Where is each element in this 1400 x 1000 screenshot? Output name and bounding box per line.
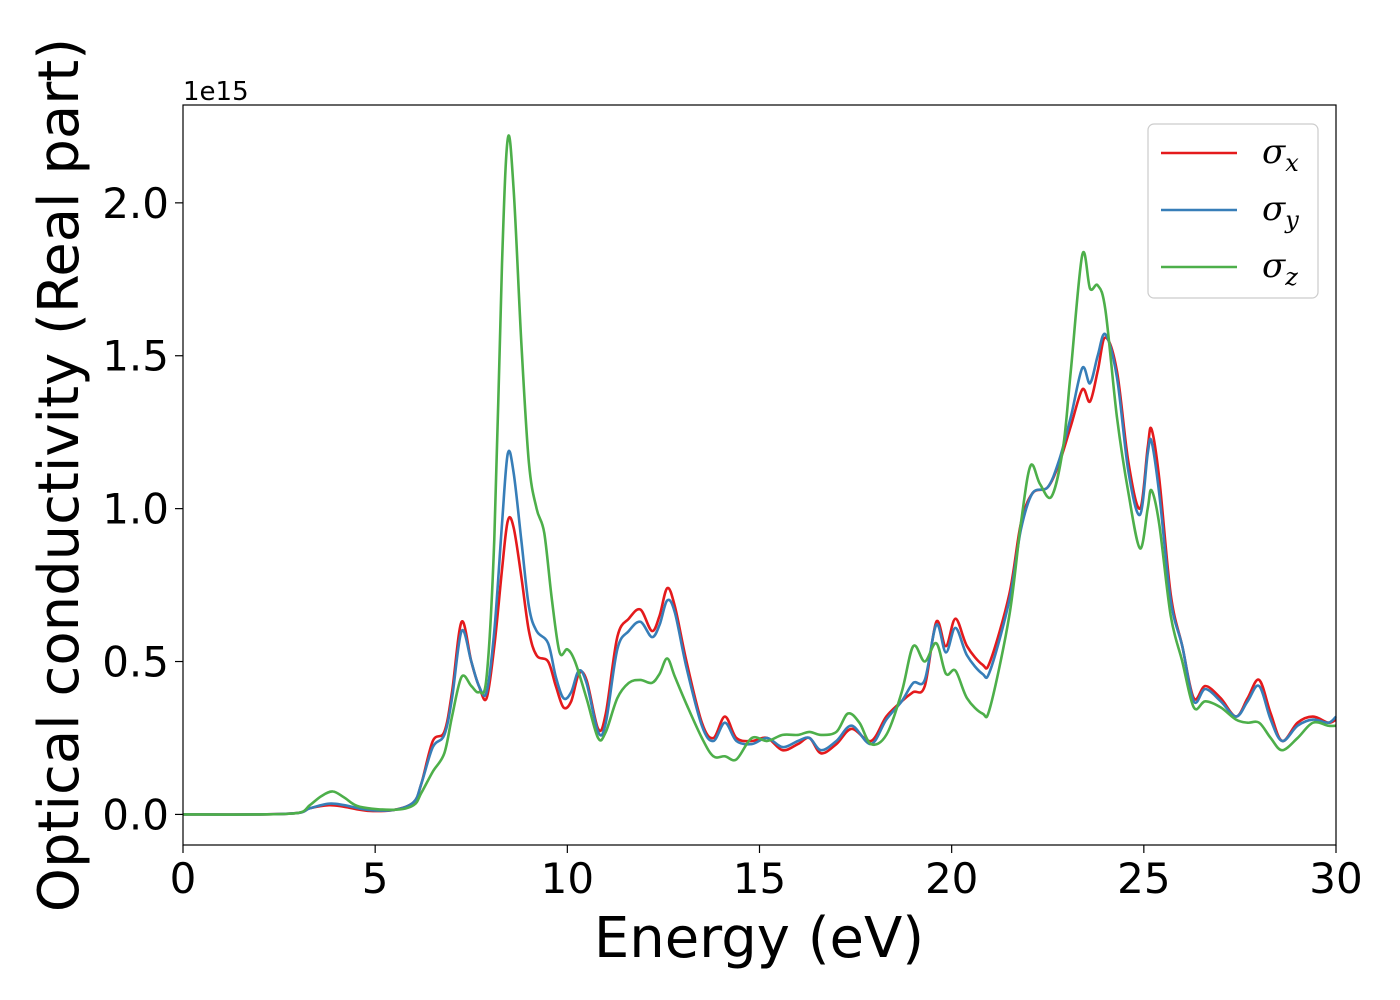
y-tick-label: 0.5: [102, 638, 169, 687]
x-tick-label: 20: [925, 854, 978, 903]
x-axis-ticks: 0 5 10 15 20 25 30: [170, 845, 1363, 903]
legend-label-z: σz: [1262, 246, 1298, 291]
series-layer: [182, 134, 1337, 816]
y-offset-label: 1e15: [183, 77, 249, 107]
y-tick-label: 1.5: [102, 332, 169, 381]
x-tick-label: 5: [362, 854, 389, 903]
x-tick-label: 15: [733, 854, 786, 903]
y-tick-label: 1.0: [102, 485, 169, 534]
legend-label-y: σy: [1262, 189, 1299, 234]
x-axis-title: Energy (eV): [594, 906, 924, 971]
legend-subscript: z: [1284, 263, 1298, 291]
legend-label-x: σx: [1262, 132, 1299, 177]
legend-subscript: x: [1285, 149, 1299, 177]
y-axis-ticks: 0.0 0.5 1.0 1.5 2.0: [102, 179, 183, 839]
legend-symbol: σ: [1262, 189, 1286, 229]
x-tick-label: 30: [1309, 854, 1362, 903]
x-tick-label: 0: [170, 854, 197, 903]
x-tick-label: 25: [1117, 854, 1170, 903]
y-tick-label: 0.0: [102, 790, 169, 839]
x-tick-label: 10: [541, 854, 594, 903]
y-tick-label: 2.0: [102, 179, 169, 228]
legend-subscript: y: [1284, 206, 1299, 234]
series-line-z: [182, 134, 1337, 816]
legend-symbol: σ: [1262, 246, 1286, 286]
y-axis-title: Optical conductivity (Real part): [27, 38, 92, 912]
legend-symbol: σ: [1262, 132, 1286, 172]
